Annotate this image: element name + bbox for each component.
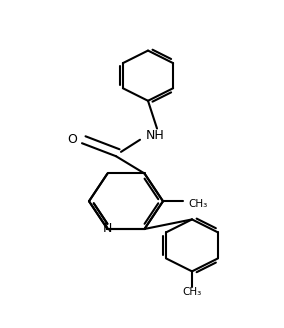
Text: CH₃: CH₃ [182,287,202,297]
Text: NH: NH [146,129,164,142]
Text: CH₃: CH₃ [188,199,207,209]
Text: N: N [103,222,112,236]
Text: O: O [67,133,77,146]
